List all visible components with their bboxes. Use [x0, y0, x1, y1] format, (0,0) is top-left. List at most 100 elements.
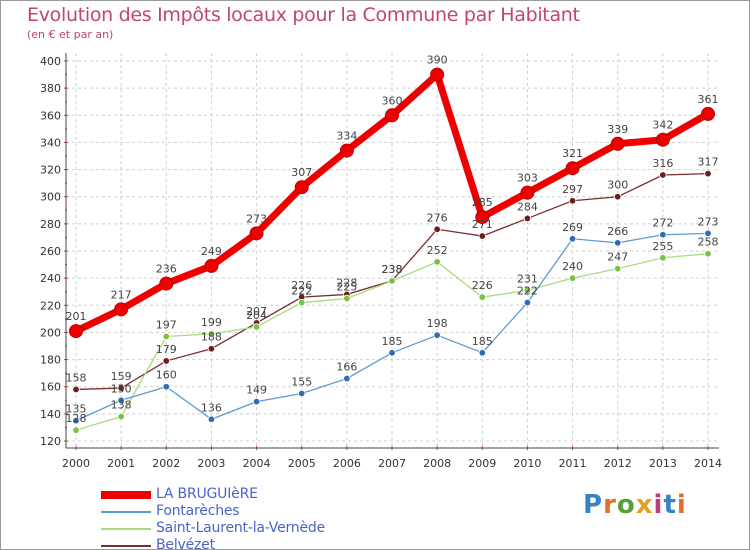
data-label: 238	[382, 263, 403, 276]
data-label: 185	[472, 335, 493, 348]
data-point	[252, 323, 261, 331]
data-point-la-bruguiere	[339, 143, 354, 158]
data-label: 269	[562, 221, 583, 234]
data-point	[614, 193, 622, 201]
data-label: 273	[698, 215, 719, 228]
data-point	[343, 374, 351, 383]
data-point	[523, 286, 532, 295]
data-label: 199	[201, 316, 222, 329]
x-tick-label: 2004	[243, 457, 271, 470]
y-tick-label: 220	[40, 299, 61, 312]
data-point-la-bruguiere	[159, 276, 174, 291]
data-label: 231	[517, 272, 538, 285]
data-label: 390	[427, 54, 448, 67]
logo-letter: r	[603, 490, 617, 520]
data-label: 138	[111, 399, 132, 412]
data-label: 226	[472, 279, 493, 292]
data-label: 201	[66, 310, 87, 323]
data-point	[704, 250, 712, 258]
data-point	[478, 349, 486, 357]
data-point	[117, 412, 125, 421]
data-label: 255	[652, 240, 673, 253]
data-point	[207, 345, 216, 353]
data-label: 307	[291, 166, 312, 179]
data-label: 316	[652, 157, 673, 170]
data-label: 361	[698, 93, 719, 106]
data-label: 226	[291, 279, 312, 292]
data-point	[568, 235, 577, 243]
data-label: 160	[156, 369, 177, 382]
legend-swatch-fontareches	[101, 511, 151, 513]
data-label: 128	[66, 412, 87, 425]
y-tick-label: 180	[40, 354, 61, 367]
data-point-la-bruguiere	[430, 67, 445, 82]
data-label: 300	[607, 179, 628, 192]
data-point	[704, 229, 712, 238]
data-label: 266	[607, 225, 628, 238]
data-point	[659, 171, 667, 179]
x-tick-label: 2014	[694, 457, 722, 470]
data-label: 271	[472, 218, 493, 231]
legend-label-fontareches: Fontarèches	[156, 503, 240, 519]
legend-swatch-la-bruguiere	[101, 491, 151, 499]
data-label: 197	[156, 319, 177, 332]
data-point	[659, 254, 667, 262]
data-point	[207, 330, 216, 338]
y-tick-label: 120	[40, 435, 61, 448]
y-tick-label: 320	[40, 164, 61, 177]
data-label: 317	[698, 156, 719, 169]
legend-swatch-belvezet	[101, 545, 151, 547]
data-point-la-bruguiere	[701, 106, 715, 121]
data-label: 222	[517, 285, 538, 298]
chart-title: Evolution des Impôts locaux pour la Comm…	[27, 4, 580, 26]
data-label: 252	[427, 244, 448, 257]
data-label: 297	[562, 183, 583, 196]
y-tick-label: 260	[40, 245, 61, 258]
data-point	[72, 416, 80, 425]
data-label: 236	[156, 263, 177, 276]
data-point	[614, 264, 622, 273]
data-point	[298, 389, 306, 398]
data-label: 136	[201, 401, 222, 414]
data-label: 158	[66, 371, 87, 384]
data-label: 217	[111, 288, 132, 301]
data-point	[117, 396, 125, 404]
data-point-la-bruguiere	[385, 108, 399, 123]
data-point	[659, 231, 667, 239]
data-point	[117, 384, 125, 392]
data-point	[433, 331, 441, 339]
data-label: 166	[336, 361, 357, 374]
data-point-la-bruguiere	[294, 180, 309, 195]
data-point-la-bruguiere	[475, 210, 490, 225]
data-point	[298, 298, 306, 307]
data-point	[523, 298, 532, 307]
data-point	[523, 214, 532, 223]
x-tick-label: 2001	[107, 457, 135, 470]
y-tick-label: 360	[40, 109, 61, 122]
data-label: 360	[382, 94, 403, 107]
data-point	[568, 197, 577, 205]
data-label: 276	[427, 211, 448, 224]
data-point	[162, 383, 170, 391]
data-label: 303	[517, 172, 538, 185]
logo-letter: P	[583, 490, 604, 520]
data-label: 273	[246, 212, 267, 225]
data-point-la-bruguiere	[520, 185, 535, 200]
x-tick-label: 2007	[378, 457, 406, 470]
logo-letter: i	[653, 490, 664, 520]
data-label: 228	[336, 276, 357, 289]
data-point	[343, 294, 351, 303]
data-point	[478, 293, 486, 301]
data-point	[433, 225, 441, 233]
data-point	[433, 258, 441, 266]
legend-label-la-bruguiere: LA BRUGUIèRE	[156, 486, 258, 502]
data-label: 284	[517, 200, 538, 213]
logo-letter: o	[616, 490, 636, 520]
data-label: 159	[111, 370, 132, 383]
data-point	[478, 232, 486, 240]
data-label: 249	[201, 245, 222, 258]
data-label: 258	[698, 236, 719, 249]
data-point-la-bruguiere	[69, 324, 83, 339]
data-label: 185	[382, 335, 403, 348]
data-point-la-bruguiere	[249, 226, 264, 241]
